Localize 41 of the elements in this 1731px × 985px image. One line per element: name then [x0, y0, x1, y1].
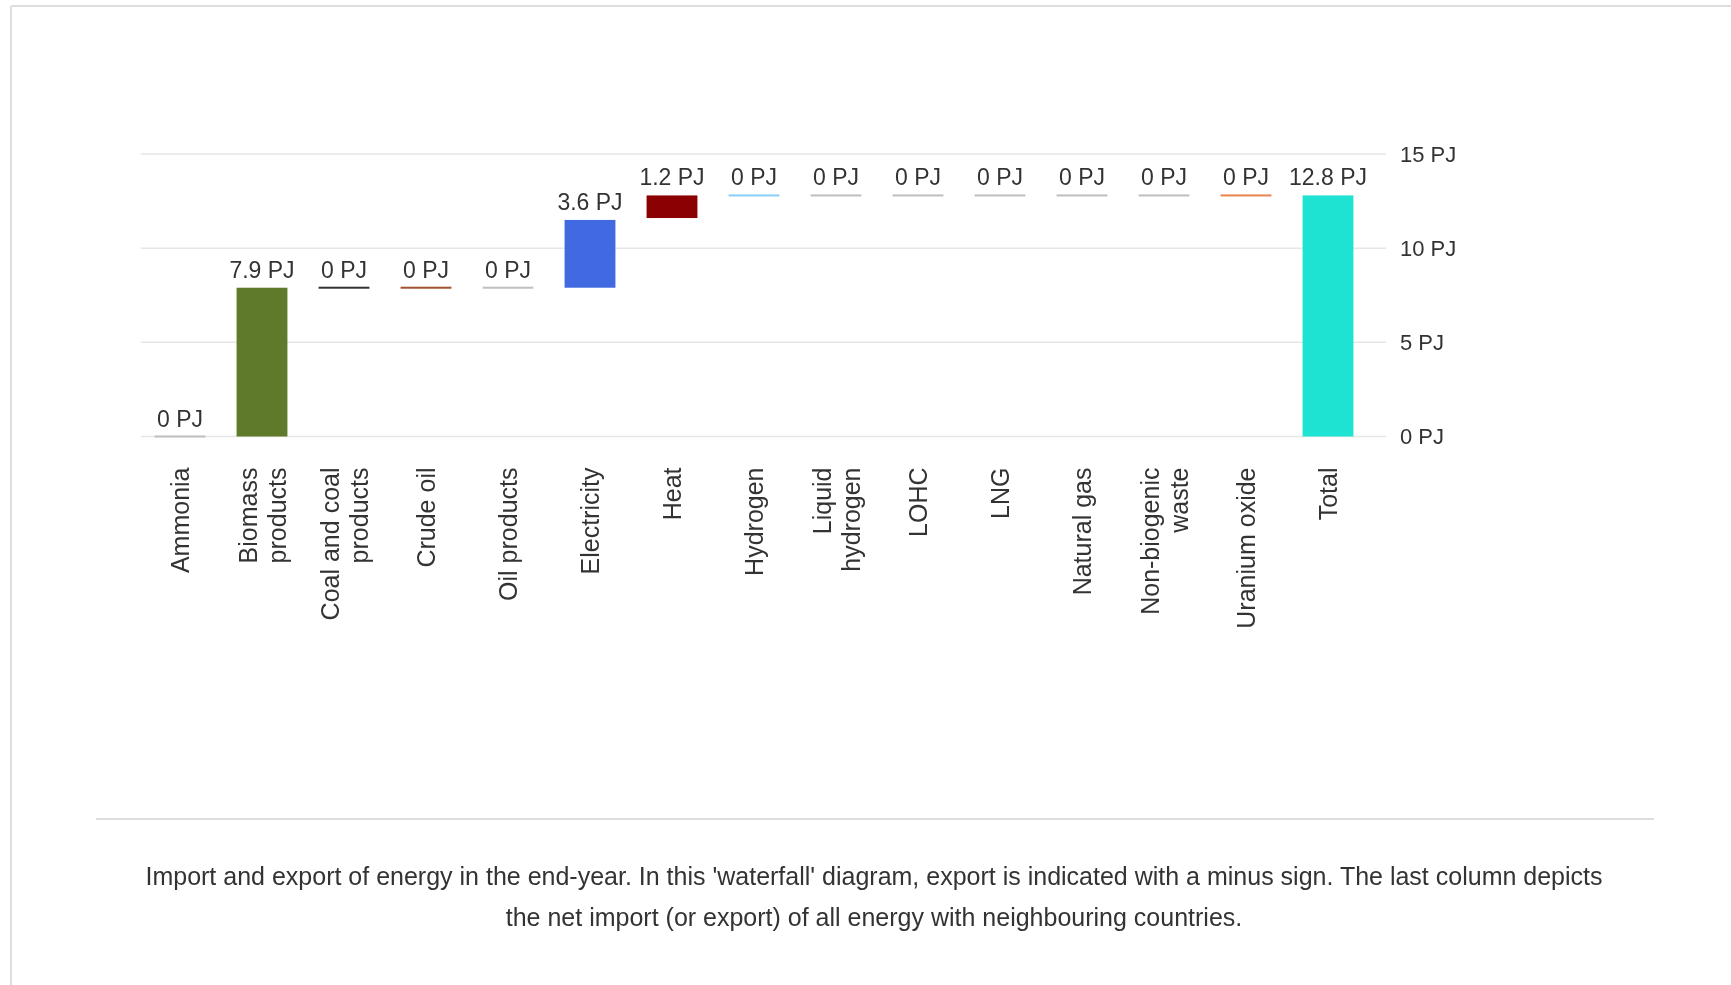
data-label: 0 PJ	[156, 405, 204, 432]
text: Import and export of energy in the end-year. In this 'waterfall' diagram, export is indicated with a minus sign. The last column depicts the net import (or export) of all energy with neighbouring countries.	[145, 862, 1603, 931]
bar	[564, 219, 616, 288]
data-label: 0 PJ	[402, 256, 450, 283]
x-tick-label: Crude oil	[412, 467, 440, 568]
bar	[400, 286, 452, 289]
bar	[1220, 194, 1272, 197]
bar	[728, 194, 780, 197]
x-tick-label: Heat	[658, 467, 686, 521]
data-label: 0 PJ	[894, 164, 942, 191]
x-tick-label: Biomass products	[233, 467, 291, 564]
x-tick-label: Natural gas	[1068, 467, 1096, 596]
x-tick-label: LNG	[986, 467, 1014, 519]
y-tick-label: 0 PJ	[1400, 424, 1445, 449]
y-tick-label: 5 PJ	[1400, 329, 1445, 355]
x-tick-label: Liquid hydrogen	[807, 467, 865, 572]
x-tick-label: Total	[1314, 467, 1342, 521]
y-tick-label: 15 PJ	[1400, 141, 1457, 167]
x-tick-label: Non-biogenic waste	[1135, 467, 1193, 615]
data-label: 0 PJ	[730, 164, 778, 191]
data-label: 0 PJ	[1140, 164, 1188, 191]
x-tick-label: LOHC	[904, 467, 932, 537]
data-label: 0 PJ	[812, 164, 860, 191]
data-label: 0 PJ	[1058, 164, 1106, 191]
x-tick-label: Electricity	[576, 467, 604, 575]
data-label: 0 PJ	[1222, 164, 1270, 191]
y-tick-label: 10 PJ	[1400, 235, 1457, 261]
x-tick-label: Ammonia	[166, 467, 194, 574]
x-tick-label: Uranium oxide	[1232, 467, 1260, 629]
x-tick-label: Oil products	[494, 467, 522, 601]
data-label: 0 PJ	[320, 256, 368, 283]
data-label: 7.9 PJ	[229, 256, 295, 283]
bar	[236, 287, 288, 437]
bar	[646, 195, 698, 219]
data-label: 12.8 PJ	[1289, 164, 1367, 191]
bar	[1302, 195, 1354, 437]
data-label: 0 PJ	[976, 164, 1024, 191]
data-label: 0 PJ	[484, 256, 532, 283]
data-label: 3.6 PJ	[557, 188, 623, 215]
data-label: 1.2 PJ	[639, 164, 705, 191]
x-tick-label: Hydrogen	[740, 467, 768, 576]
